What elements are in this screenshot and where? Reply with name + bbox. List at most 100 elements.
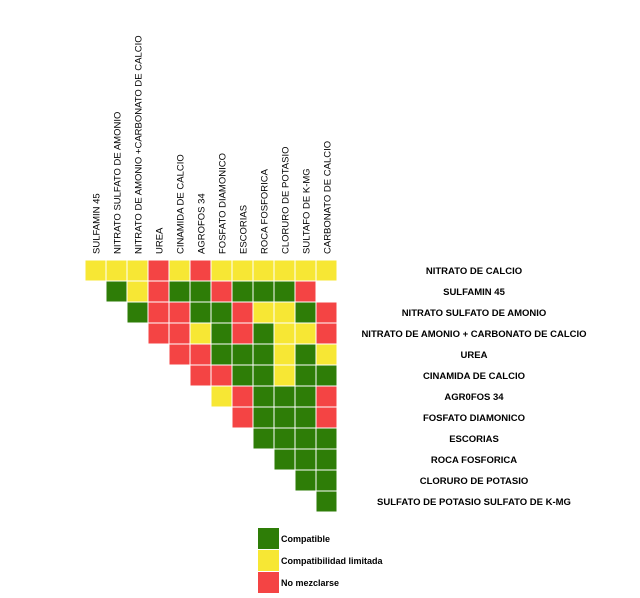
cell-compatible	[294, 301, 317, 324]
cell-limited	[315, 259, 338, 282]
row-label: SULFATO DE POTASIO SULFATO DE K-MG	[377, 497, 571, 508]
cell-limited	[126, 280, 149, 303]
cell-compatible	[294, 343, 317, 366]
cell-no-mix	[147, 280, 170, 303]
column-label: CLORURO DE POTASIO	[281, 146, 292, 254]
cell-compatible	[315, 364, 338, 387]
row-label: FOSFATO DIAMONICO	[423, 413, 525, 424]
cell-no-mix	[210, 364, 233, 387]
legend-swatch-limited	[258, 550, 279, 571]
column-label: FOSFATO DIAMONICO	[218, 153, 229, 254]
cell-no-mix	[189, 343, 212, 366]
cell-limited	[252, 259, 275, 282]
column-label: UREA	[155, 227, 166, 254]
column-label: SULFAMIN 45	[92, 193, 103, 254]
cell-compatible	[252, 364, 275, 387]
cell-compatible	[105, 280, 128, 303]
column-label: NITRATO DE AMONIO +CARBONATO DE CALCIO	[134, 35, 145, 254]
cell-compatible	[252, 385, 275, 408]
row-label: CLORURO DE POTASIO	[420, 476, 529, 487]
cell-compatible	[294, 406, 317, 429]
cell-compatible	[315, 469, 338, 492]
cell-compatible	[273, 427, 296, 450]
cell-no-mix	[231, 406, 254, 429]
cell-compatible	[315, 490, 338, 513]
cell-compatible	[189, 301, 212, 324]
cell-compatible	[252, 280, 275, 303]
legend-label-limited: Compatibilidad limitada	[281, 556, 384, 566]
cell-compatible	[252, 322, 275, 345]
column-label: SULTAFO DE K-MG	[302, 168, 313, 254]
cell-compatible	[315, 448, 338, 471]
cell-no-mix	[147, 259, 170, 282]
cell-compatible	[252, 343, 275, 366]
row-label: CINAMIDA DE CALCIO	[423, 371, 525, 382]
cell-compatible	[273, 448, 296, 471]
cell-limited	[84, 259, 107, 282]
cell-compatible	[126, 301, 149, 324]
cell-limited	[273, 364, 296, 387]
cell-limited	[252, 301, 275, 324]
cell-limited	[273, 259, 296, 282]
cell-no-mix	[315, 322, 338, 345]
cell-compatible	[294, 469, 317, 492]
row-label: NITRATO DE CALCIO	[426, 266, 522, 277]
cell-compatible	[252, 406, 275, 429]
cell-compatible	[273, 385, 296, 408]
cell-limited	[294, 322, 317, 345]
column-label: CARBONATO DE CALCIO	[323, 141, 334, 254]
row-label: AGR0FOS 34	[444, 392, 504, 403]
cell-compatible	[231, 280, 254, 303]
row-label: NITRATO DE AMONIO + CARBONATO DE CALCIO	[361, 329, 586, 340]
column-label: ROCA FOSFORICA	[260, 168, 271, 254]
cell-no-mix	[147, 322, 170, 345]
cell-no-mix	[168, 343, 191, 366]
cell-no-mix	[168, 301, 191, 324]
column-label: AGROFOS 34	[197, 193, 208, 254]
cell-no-mix	[168, 322, 191, 345]
cell-no-mix	[231, 385, 254, 408]
cell-compatible	[294, 427, 317, 450]
cell-compatible	[315, 427, 338, 450]
cell-no-mix	[147, 301, 170, 324]
cell-no-mix	[189, 364, 212, 387]
cell-compatible	[294, 448, 317, 471]
row-label: NITRATO SULFATO DE AMONIO	[402, 308, 547, 319]
legend-label-compatible: Compatible	[281, 534, 330, 544]
cell-compatible	[294, 364, 317, 387]
cell-no-mix	[189, 259, 212, 282]
column-label: NITRATO SULFATO DE AMONIO	[113, 112, 124, 254]
cell-limited	[189, 322, 212, 345]
cell-compatible	[273, 406, 296, 429]
cell-compatible	[252, 427, 275, 450]
column-label: ESCORIAS	[239, 205, 250, 254]
cell-limited	[273, 343, 296, 366]
cell-compatible	[210, 343, 233, 366]
cell-compatible	[210, 301, 233, 324]
cell-no-mix	[231, 322, 254, 345]
cell-limited	[210, 385, 233, 408]
cell-compatible	[189, 280, 212, 303]
cell-compatible	[231, 364, 254, 387]
cell-limited	[126, 259, 149, 282]
cell-limited	[315, 343, 338, 366]
legend-swatch-compatible	[258, 528, 279, 549]
row-label: SULFAMIN 45	[443, 287, 505, 298]
cell-compatible	[168, 280, 191, 303]
cell-limited	[273, 322, 296, 345]
cell-limited	[168, 259, 191, 282]
cell-limited	[231, 259, 254, 282]
cell-limited	[105, 259, 128, 282]
row-label: UREA	[461, 350, 488, 361]
cell-no-mix	[315, 385, 338, 408]
row-label: ESCORIAS	[449, 434, 499, 445]
cell-compatible	[294, 385, 317, 408]
cell-compatible	[273, 280, 296, 303]
column-label: CINAMIDA DE CALCIO	[176, 154, 187, 254]
cell-compatible	[231, 343, 254, 366]
row-label: ROCA FOSFORICA	[431, 455, 517, 466]
cell-limited	[210, 259, 233, 282]
cell-limited	[294, 259, 317, 282]
cell-no-mix	[210, 280, 233, 303]
cell-no-mix	[231, 301, 254, 324]
